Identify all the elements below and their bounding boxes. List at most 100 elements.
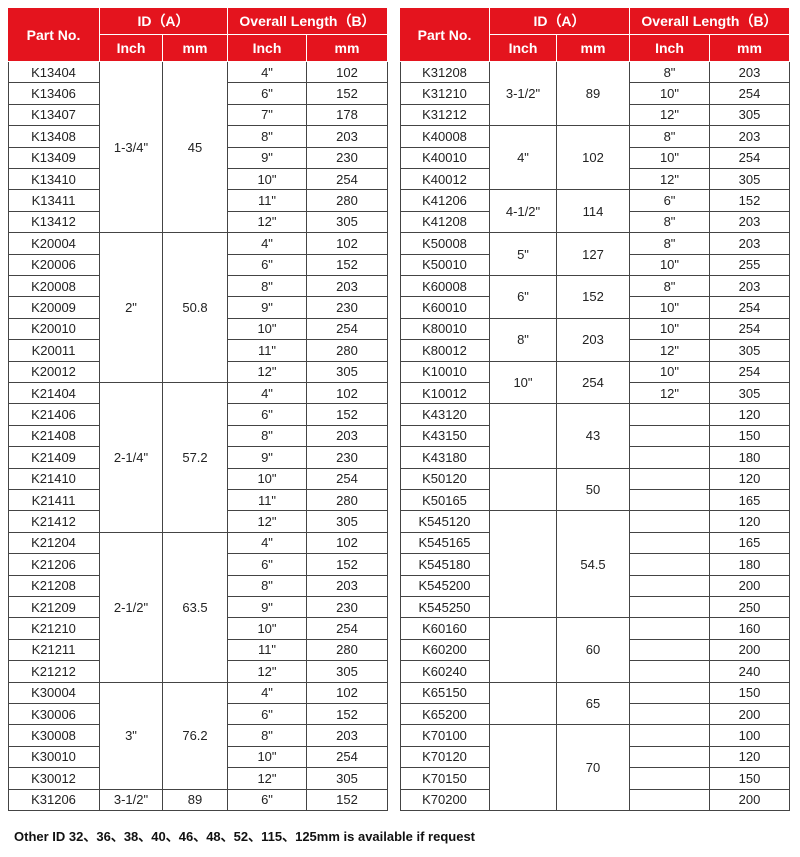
length-mm-cell: 203 — [710, 233, 790, 255]
length-inch-cell — [630, 511, 710, 533]
subheader-cell: mm — [163, 35, 228, 62]
part-cell: K60160 — [400, 618, 490, 640]
part-cell: K31212 — [400, 104, 490, 127]
id-mm-cell: 65 — [557, 682, 630, 726]
id-mm-cell: 50.8 — [163, 233, 228, 383]
part-cell: K20008 — [8, 276, 100, 298]
id-mm-cell: 114 — [557, 190, 630, 234]
length-mm-cell: 280 — [307, 490, 388, 512]
part-cell: K70100 — [400, 725, 490, 747]
length-inch-cell: 8" — [630, 62, 710, 84]
length-mm-cell: 150 — [710, 682, 790, 704]
part-cell: K50120 — [400, 468, 490, 490]
part-cell: K545165 — [400, 532, 490, 555]
length-inch-cell: 10" — [630, 318, 710, 341]
length-inch-cell: 11" — [228, 490, 307, 512]
id-inch-cell: 2-1/4" — [100, 383, 163, 533]
length-mm-cell: 280 — [307, 340, 388, 362]
part-cell: K41206 — [400, 190, 490, 212]
length-mm-cell: 120 — [710, 404, 790, 426]
length-mm-cell: 203 — [307, 126, 388, 148]
part-cell: K30010 — [8, 746, 100, 769]
length-mm-cell: 165 — [710, 490, 790, 512]
part-cell: K43180 — [400, 447, 490, 469]
length-inch-cell: 8" — [630, 126, 710, 148]
id-mm-cell: 57.2 — [163, 383, 228, 533]
length-mm-cell: 305 — [710, 340, 790, 362]
length-mm-cell: 254 — [307, 468, 388, 490]
length-mm-cell: 240 — [710, 661, 790, 683]
length-inch-cell — [630, 639, 710, 662]
part-cell: K50010 — [400, 254, 490, 276]
length-mm-cell: 254 — [710, 147, 790, 169]
length-inch-cell — [630, 789, 710, 811]
part-cell: K70150 — [400, 768, 490, 790]
length-inch-cell — [630, 447, 710, 469]
part-cell: K50165 — [400, 490, 490, 512]
part-cell: K43150 — [400, 425, 490, 448]
part-cell: K41208 — [400, 211, 490, 234]
id-mm-cell: 45 — [163, 62, 228, 234]
length-mm-cell: 152 — [710, 190, 790, 212]
length-inch-cell: 12" — [630, 104, 710, 127]
length-inch-cell: 10" — [228, 746, 307, 769]
length-mm-cell: 152 — [307, 704, 388, 726]
header-cell: ID（A） — [100, 8, 228, 35]
length-inch-cell: 4" — [228, 532, 307, 555]
part-cell: K10010 — [400, 361, 490, 383]
length-mm-cell: 305 — [307, 211, 388, 234]
length-inch-cell: 6" — [228, 254, 307, 276]
part-cell: K65150 — [400, 682, 490, 704]
id-inch-cell: 3-1/2" — [100, 789, 163, 811]
length-inch-cell: 10" — [630, 147, 710, 169]
part-cell: K43120 — [400, 404, 490, 426]
length-inch-cell: 11" — [228, 639, 307, 662]
part-cell: K10012 — [400, 383, 490, 405]
length-mm-cell: 230 — [307, 447, 388, 469]
length-mm-cell: 254 — [710, 83, 790, 105]
part-cell: K21412 — [8, 511, 100, 533]
length-mm-cell: 203 — [710, 211, 790, 234]
id-mm-cell: 63.5 — [163, 532, 228, 683]
length-inch-cell: 9" — [228, 147, 307, 169]
subheader-cell: mm — [710, 35, 790, 62]
id-mm-cell: 203 — [557, 318, 630, 362]
length-inch-cell: 6" — [630, 190, 710, 212]
header-cell: Overall Length（B） — [228, 8, 388, 35]
id-inch-cell: 3-1/2" — [490, 62, 557, 127]
length-inch-cell: 8" — [630, 233, 710, 255]
length-inch-cell — [630, 704, 710, 726]
part-cell: K545200 — [400, 575, 490, 597]
length-mm-cell: 150 — [710, 768, 790, 790]
length-mm-cell: 203 — [710, 126, 790, 148]
subheader-cell: Inch — [100, 35, 163, 62]
subheader-cell: mm — [307, 35, 388, 62]
id-inch-cell: 2" — [100, 233, 163, 383]
header-cell: Overall Length（B） — [630, 8, 790, 35]
length-inch-cell: 9" — [228, 447, 307, 469]
id-inch-cell: 3" — [100, 682, 163, 790]
part-cell: K13412 — [8, 211, 100, 234]
length-inch-cell — [630, 661, 710, 683]
length-inch-cell — [630, 682, 710, 704]
footer-note: Other ID 32、36、38、40、46、48、52、115、125mm … — [14, 829, 476, 844]
part-cell: K21211 — [8, 639, 100, 662]
id-inch-cell — [490, 682, 557, 726]
length-inch-cell: 11" — [228, 190, 307, 212]
length-mm-cell: 120 — [710, 468, 790, 490]
length-inch-cell: 10" — [630, 297, 710, 319]
length-inch-cell: 12" — [630, 169, 710, 191]
part-cell: K21411 — [8, 490, 100, 512]
length-mm-cell: 178 — [307, 104, 388, 127]
length-inch-cell — [630, 404, 710, 426]
length-inch-cell: 12" — [630, 340, 710, 362]
length-mm-cell: 102 — [307, 233, 388, 255]
part-cell: K40008 — [400, 126, 490, 148]
length-mm-cell: 203 — [307, 425, 388, 448]
length-inch-cell: 12" — [228, 768, 307, 790]
length-mm-cell: 254 — [307, 746, 388, 769]
length-mm-cell: 200 — [710, 639, 790, 662]
id-mm-cell: 60 — [557, 618, 630, 683]
length-mm-cell: 100 — [710, 725, 790, 747]
part-cell: K30008 — [8, 725, 100, 747]
